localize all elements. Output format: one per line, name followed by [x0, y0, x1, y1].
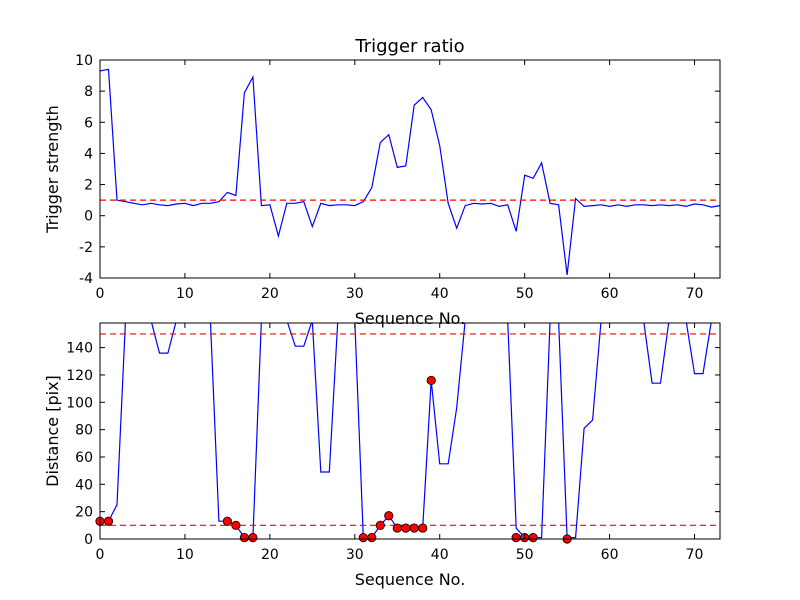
x-tick-label: 70 — [686, 286, 704, 302]
x-tick-label: 0 — [96, 286, 105, 302]
axes-frame — [99, 59, 721, 279]
data-marker — [239, 533, 249, 543]
data-marker — [418, 523, 428, 533]
data-marker — [511, 533, 521, 543]
y-tick-label: 80 — [75, 423, 93, 439]
y-axis-label: Trigger strength — [43, 105, 62, 234]
x-tick-label: 10 — [176, 286, 194, 302]
y-tick-label: 2 — [84, 178, 93, 194]
y-tick-label: 60 — [75, 450, 93, 466]
y-tick-label: 100 — [66, 395, 93, 411]
x-tick-label: 30 — [346, 286, 364, 302]
y-tick-label: -2 — [79, 240, 93, 256]
data-marker — [375, 520, 385, 530]
data-marker — [358, 533, 368, 543]
plot-area — [100, 68, 720, 275]
y-tick-label: 10 — [75, 53, 93, 69]
y-tick-label: 6 — [84, 115, 93, 131]
x-tick-label: 30 — [346, 547, 364, 563]
y-tick-label: -4 — [79, 271, 93, 287]
axes-frame — [99, 322, 721, 540]
x-axis-label: Sequence No. — [355, 309, 466, 328]
series-line — [100, 68, 720, 275]
x-tick-label: 0 — [96, 547, 105, 563]
y-tick-label: 0 — [84, 532, 93, 548]
x-tick-label: 50 — [516, 286, 534, 302]
chart-title: Trigger ratio — [354, 36, 464, 57]
data-marker — [528, 533, 538, 543]
x-tick-label: 50 — [516, 547, 534, 563]
data-marker — [384, 511, 394, 521]
data-marker — [426, 375, 436, 386]
data-marker — [222, 516, 232, 526]
y-tick-label: 20 — [75, 505, 93, 521]
data-marker — [248, 533, 258, 543]
data-marker — [392, 523, 402, 533]
y-tick-label: 4 — [84, 146, 93, 162]
data-marker — [103, 516, 114, 526]
data-marker — [409, 523, 419, 533]
x-tick-label: 70 — [686, 547, 704, 563]
data-marker — [231, 520, 241, 530]
y-tick-label: 40 — [75, 477, 93, 493]
x-axis-label: Sequence No. — [355, 570, 466, 589]
y-axis-label: Distance [pix] — [43, 375, 62, 487]
data-marker — [367, 533, 377, 543]
y-tick-label: 120 — [66, 368, 93, 384]
x-tick-label: 60 — [601, 286, 619, 302]
y-tick-label: 140 — [66, 341, 93, 357]
data-marker — [401, 523, 411, 533]
x-tick-label: 10 — [176, 547, 194, 563]
y-tick-label: 8 — [84, 84, 93, 100]
x-tick-label: 20 — [261, 547, 279, 563]
x-tick-label: 60 — [601, 547, 619, 563]
x-tick-label: 20 — [261, 286, 279, 302]
y-tick-label: 0 — [84, 209, 93, 225]
x-tick-label: 40 — [431, 547, 449, 563]
top-chart: 0 10 20 30 40 50 60 70 -4 -2 0 2 4 6 8 10 Trigger ratio S… — [43, 36, 721, 328]
bottom-chart: 0 10 20 30 40 50 60 70 0 20 40 60 80 100 120 140 Sequenc… — [43, 322, 721, 589]
x-tick-label: 40 — [431, 286, 449, 302]
